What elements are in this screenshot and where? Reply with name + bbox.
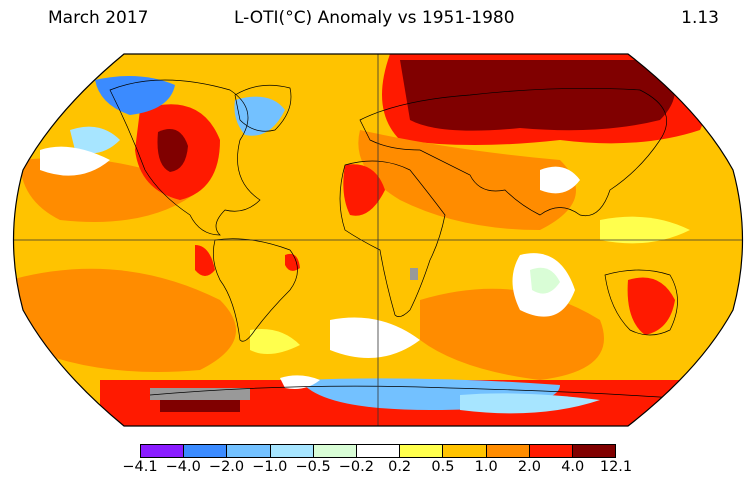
- legend-tick-label: −0.5: [295, 459, 331, 475]
- legend-tick-label: −2.0: [208, 459, 245, 475]
- map-title: L-OTI(°C) Anomaly vs 1951-1980: [234, 8, 515, 28]
- legend-swatch: [227, 445, 271, 457]
- temperature-anomaly-map: [12, 53, 744, 427]
- legend-tick-label: 1.0: [474, 459, 498, 475]
- legend-swatch: [572, 445, 616, 457]
- legend-swatch: [486, 445, 530, 457]
- global-mean-value: 1.13: [681, 8, 719, 28]
- legend-tick-label: −0.2: [338, 459, 374, 475]
- legend-tick-label: −4.1: [122, 459, 158, 475]
- date-label: March 2017: [48, 8, 149, 28]
- legend-swatch: [400, 445, 444, 457]
- color-legend: [140, 444, 616, 458]
- legend-tick-labels: −4.1 −4.0 −2.0 −1.0 −0.5 −0.2 0.2 0.5 1.0 2.0 4.0 1…: [0, 459, 756, 479]
- legend-swatch: [313, 445, 357, 457]
- legend-tick-label: 0.5: [431, 459, 455, 475]
- legend-swatch: [443, 445, 487, 457]
- anomaly-field: [13, 54, 743, 426]
- legend-swatch: [270, 445, 314, 457]
- legend-tick-label: 4.0: [561, 459, 585, 475]
- legend-tick-label: 2.0: [517, 459, 541, 475]
- map-border: [12, 53, 744, 427]
- legend-tick-label: 12.1: [599, 459, 633, 475]
- legend-swatch: [356, 445, 401, 457]
- legend-swatch: [529, 445, 573, 457]
- legend-swatch: [184, 445, 228, 457]
- legend-swatch: [141, 445, 185, 457]
- legend-tick-label: 0.2: [388, 459, 412, 475]
- legend-tick-label: −4.0: [165, 459, 201, 475]
- legend-tick-label: −1.0: [252, 459, 288, 475]
